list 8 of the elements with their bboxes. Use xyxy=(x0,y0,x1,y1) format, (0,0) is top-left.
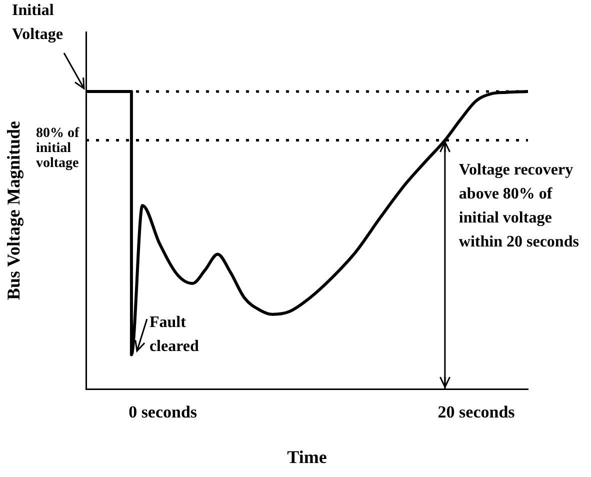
ref-line-label: 80% of initial voltage xyxy=(36,126,80,171)
annotation: Initial Voltage xyxy=(12,2,63,44)
x-tick-label: 0 seconds xyxy=(128,402,198,422)
y-axis-title: Bus Voltage Magnitude xyxy=(3,120,24,300)
annotation: Fault cleared xyxy=(149,314,200,355)
x-tick-label: 20 seconds xyxy=(438,402,516,422)
annotation: Voltage recovery above 80% of initial voltage within 20 seconds xyxy=(458,161,579,250)
x-axis-title: Time xyxy=(287,446,327,467)
